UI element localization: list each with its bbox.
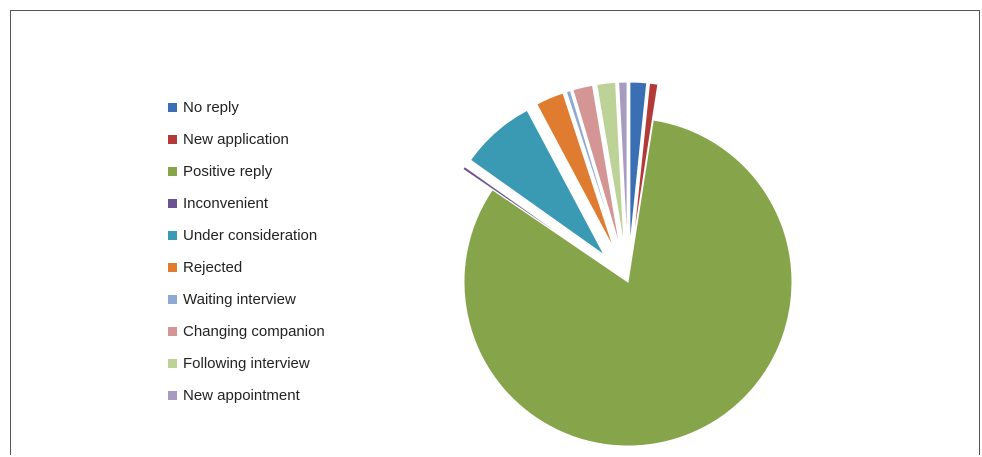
- legend-item-changing-companion: Changing companion: [168, 315, 325, 347]
- legend-swatch: [168, 102, 177, 112]
- chart-frame: [10, 10, 980, 455]
- legend-label: Following interview: [183, 354, 310, 372]
- legend-item-positive-reply: Positive reply: [168, 155, 325, 187]
- pie-slice-new-appointment: [618, 81, 628, 247]
- legend-item-no-reply: No reply: [168, 91, 325, 123]
- legend-swatch: [168, 390, 177, 400]
- legend-swatch: [168, 134, 177, 144]
- legend-swatch: [168, 262, 177, 272]
- legend-label: Rejected: [183, 258, 243, 276]
- legend-swatch: [168, 166, 177, 176]
- legend-label: New appointment: [183, 386, 300, 404]
- legend-swatch: [168, 198, 177, 208]
- pie-slice-changing-companion: [572, 84, 621, 248]
- pie-slice-following-interview: [596, 81, 625, 247]
- legend-item-inconvenient: Inconvenient: [168, 187, 325, 219]
- pie-slice-no-reply: [629, 81, 648, 247]
- legend-item-under-consideration: Under consideration: [168, 219, 325, 251]
- legend-swatch: [168, 326, 177, 336]
- chart-legend: No reply New application Positive reply …: [168, 91, 325, 411]
- pie-slice-positive-reply: [463, 119, 793, 447]
- legend-label: New application: [183, 130, 289, 148]
- pie-slice-waiting-interview: [565, 89, 618, 248]
- legend-label: Waiting interview: [183, 290, 296, 308]
- legend-item-new-application: New application: [168, 123, 325, 155]
- legend-label: Changing companion: [183, 322, 325, 340]
- legend-item-following-interview: Following interview: [168, 347, 325, 379]
- pie-slice-inconvenient: [462, 165, 599, 262]
- legend-item-waiting-interview: Waiting interview: [168, 283, 325, 315]
- legend-label: No reply: [183, 98, 239, 116]
- legend-label: Positive reply: [183, 162, 273, 180]
- legend-item-rejected: Rejected: [168, 251, 325, 283]
- legend-label: Inconvenient: [183, 194, 269, 212]
- legend-swatch: [168, 358, 177, 368]
- legend-swatch: [168, 294, 177, 304]
- legend-swatch: [168, 230, 177, 240]
- pie-slice-rejected: [536, 92, 615, 250]
- pie-slice-new-application: [632, 82, 659, 247]
- legend-item-new-appointment: New appointment: [168, 379, 325, 411]
- legend-label: Under consideration: [183, 226, 318, 244]
- pie-slice-under-consideration: [469, 109, 605, 256]
